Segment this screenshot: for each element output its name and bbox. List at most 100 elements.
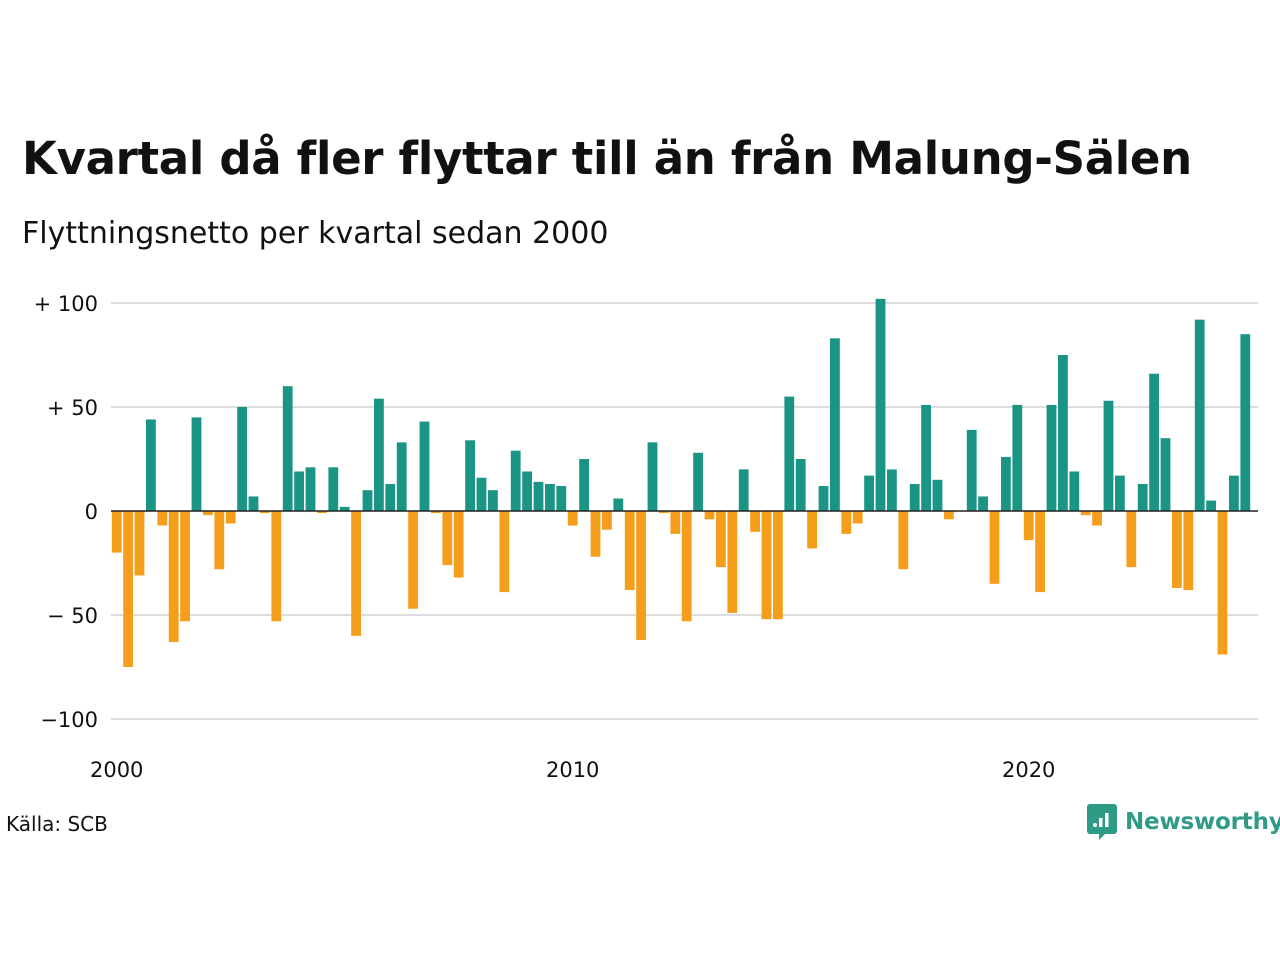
bar — [909, 483, 920, 511]
bar — [533, 481, 544, 511]
y-tick-label: + 50 — [47, 396, 98, 420]
x-tick-label: 2000 — [90, 758, 143, 782]
bar — [556, 486, 567, 511]
bar — [1149, 373, 1159, 511]
bar — [1183, 511, 1194, 591]
bar — [602, 511, 612, 530]
bar — [1035, 511, 1045, 593]
bar — [693, 452, 703, 511]
bar — [237, 407, 247, 511]
x-tick-label: 2010 — [546, 758, 599, 782]
bar — [659, 511, 669, 514]
bar — [1069, 471, 1080, 511]
bar — [1172, 511, 1182, 588]
bar — [111, 511, 122, 553]
bar — [966, 429, 977, 511]
bar — [875, 298, 886, 511]
bar — [841, 511, 852, 534]
bar — [408, 511, 418, 609]
bar — [761, 511, 772, 620]
bar — [613, 498, 624, 511]
bar — [248, 496, 259, 511]
bar — [932, 479, 943, 511]
bar — [396, 442, 407, 511]
bar — [989, 511, 1000, 584]
chart-title: Kvartal då fler flyttar till än från Mal… — [22, 132, 1192, 185]
bar — [1206, 500, 1216, 511]
chart-subtitle: Flyttningsnetto per kvartal sedan 2000 — [22, 216, 609, 251]
bar — [887, 469, 897, 511]
bar — [1046, 404, 1057, 511]
bar — [704, 511, 715, 520]
y-tick-label: −100 — [40, 708, 98, 732]
bar — [750, 511, 760, 532]
bar — [339, 506, 350, 511]
bar — [271, 511, 282, 622]
bar — [590, 511, 601, 557]
bar — [442, 511, 453, 566]
bar — [522, 471, 532, 511]
bar — [476, 477, 487, 511]
bar — [1012, 404, 1023, 511]
bar — [260, 511, 270, 514]
bar — [488, 490, 498, 511]
bar — [374, 398, 384, 511]
newsworthy-logo-icon — [1087, 804, 1117, 840]
bar — [738, 469, 749, 511]
bar — [419, 421, 430, 511]
bar — [191, 417, 202, 511]
bar — [1092, 511, 1102, 526]
bar — [545, 483, 555, 511]
bar — [134, 511, 145, 576]
bar — [1115, 475, 1125, 511]
bar — [647, 442, 658, 511]
bar — [681, 511, 692, 622]
bar — [670, 511, 681, 534]
bar — [1001, 456, 1011, 511]
bar — [1160, 438, 1171, 511]
bar — [168, 511, 179, 643]
x-axis-labels: 2000 2010 2020 — [90, 758, 1055, 782]
bar — [225, 511, 236, 524]
bar-chart: + 100 + 50 0 − 50 −100 2000 2010 2020 — [34, 292, 1258, 782]
bar — [1023, 511, 1034, 541]
bar — [431, 511, 441, 514]
bar — [203, 511, 213, 516]
brand-logo: Newsworthy — [1087, 804, 1280, 840]
bar — [294, 471, 304, 511]
bar — [180, 511, 190, 622]
bar — [123, 511, 133, 667]
bar — [818, 486, 829, 511]
bar — [795, 459, 806, 511]
bar — [1194, 319, 1205, 511]
brand-name: Newsworthy — [1125, 809, 1280, 835]
bar — [807, 511, 817, 549]
bar — [465, 440, 475, 511]
bar — [1217, 511, 1228, 655]
bar — [978, 496, 988, 511]
bar — [567, 511, 578, 526]
bar — [727, 511, 738, 613]
bar — [305, 467, 316, 511]
bar — [1058, 355, 1068, 511]
bar — [1080, 511, 1091, 516]
bar — [1240, 334, 1251, 511]
bar — [830, 338, 840, 511]
bar — [898, 511, 909, 570]
bar — [362, 490, 373, 511]
bars-layer — [111, 298, 1251, 667]
bar — [852, 511, 863, 524]
bar — [157, 511, 168, 526]
bar — [1137, 483, 1148, 511]
y-tick-label: − 50 — [47, 604, 98, 628]
y-tick-label: 0 — [85, 500, 98, 524]
y-tick-label: + 100 — [34, 292, 98, 316]
bar — [499, 511, 510, 593]
bar — [351, 511, 361, 636]
bar — [214, 511, 225, 570]
bar — [510, 450, 521, 511]
bar — [453, 511, 464, 578]
bar — [944, 511, 954, 520]
bar — [328, 467, 339, 511]
y-axis-labels: + 100 + 50 0 − 50 −100 — [34, 292, 98, 732]
